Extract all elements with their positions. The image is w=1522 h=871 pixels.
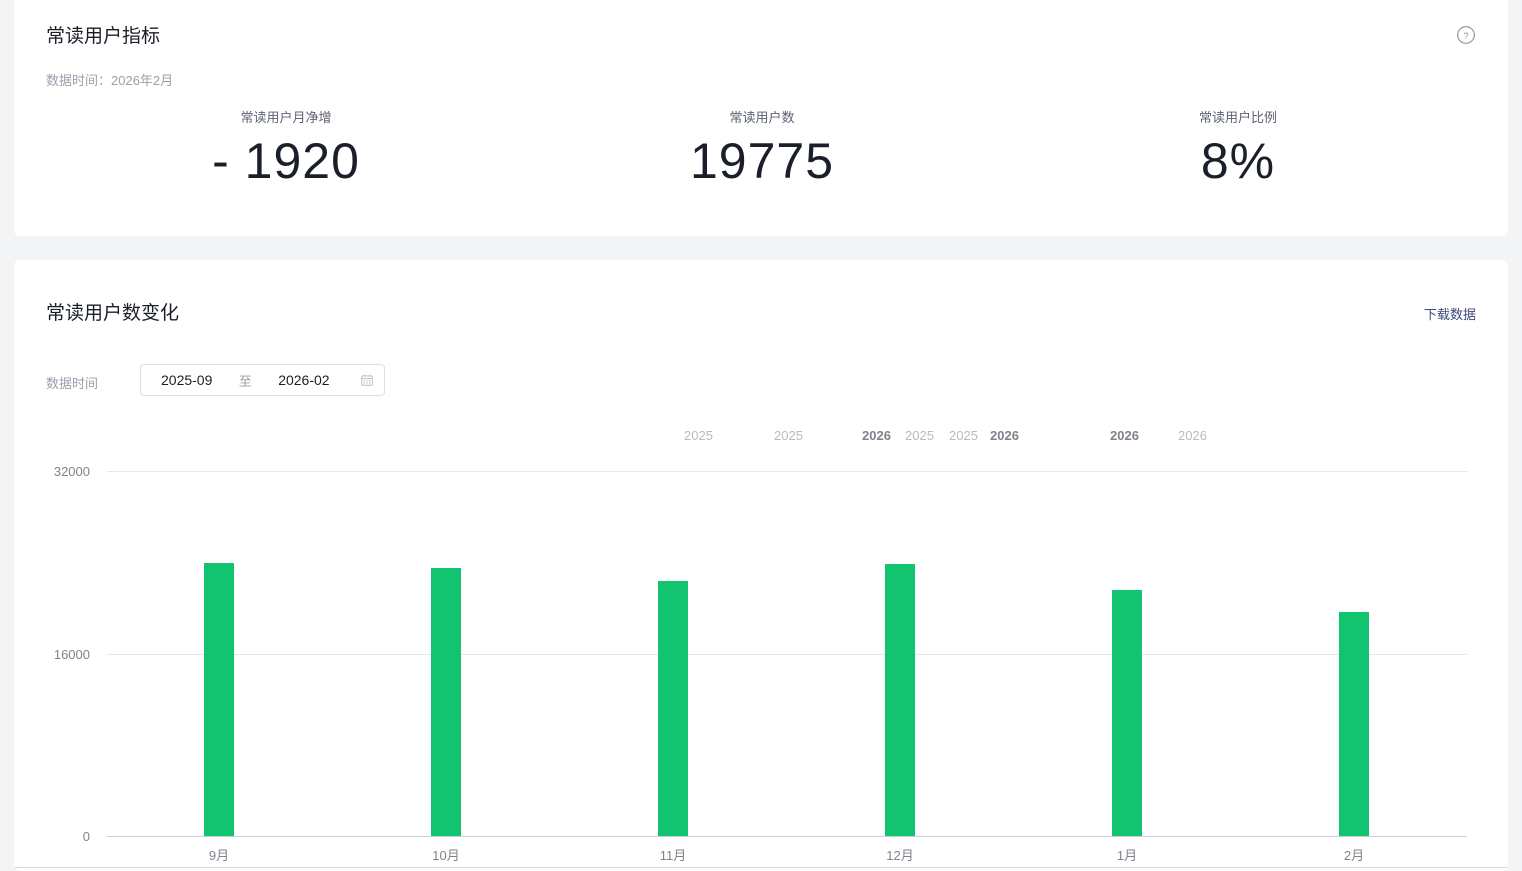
svg-text:?: ? xyxy=(1463,31,1468,41)
